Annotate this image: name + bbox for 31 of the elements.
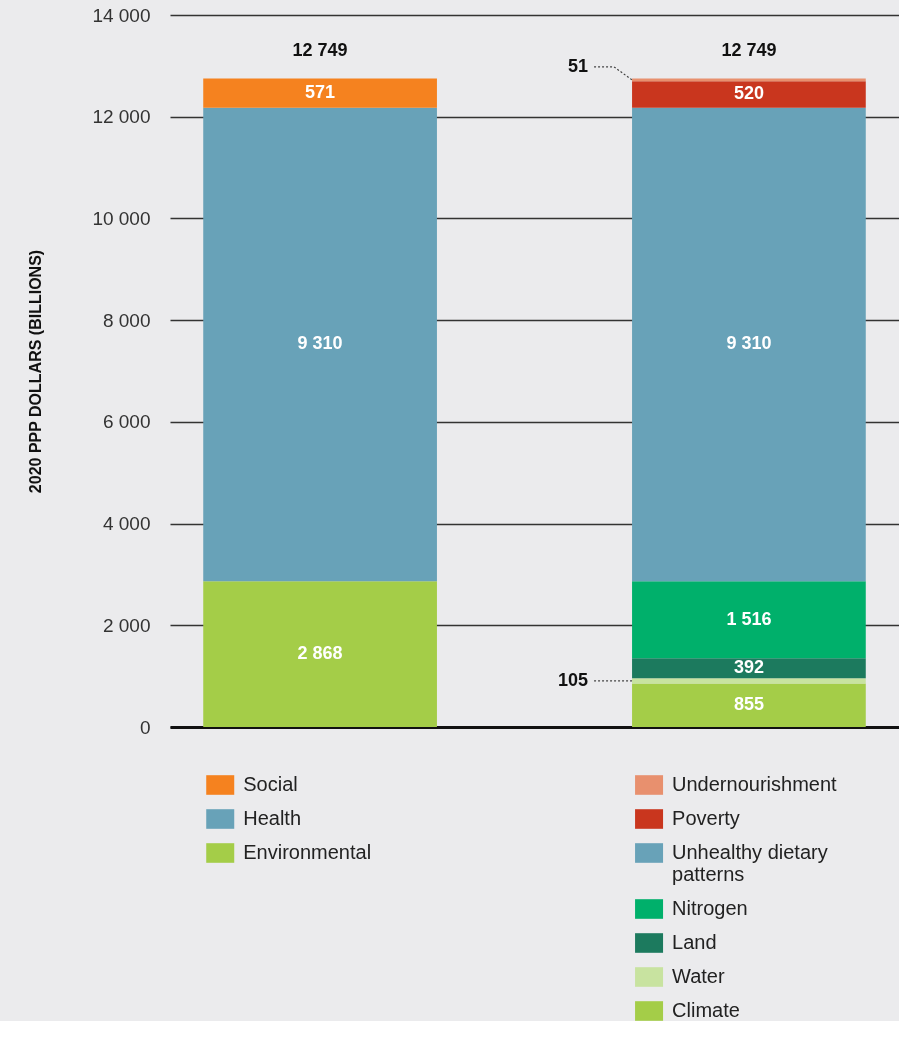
y-tick-label: 10 000 xyxy=(92,207,151,229)
legend-label: Environmental xyxy=(243,841,372,863)
data-label: 855 xyxy=(733,694,764,715)
y-tick-label: 0 xyxy=(139,716,151,738)
y-tick-label: 4 000 xyxy=(102,513,151,535)
data-label: 9 310 xyxy=(726,333,772,354)
total-label: 12 749 xyxy=(721,39,777,60)
legend-label: Climate xyxy=(672,999,740,1021)
legend-label: Land xyxy=(672,931,717,953)
y-tick-label: 2 000 xyxy=(102,614,151,636)
data-label: 1 516 xyxy=(726,608,772,629)
data-label: 2 868 xyxy=(297,643,343,664)
legend-label: Undernourishment xyxy=(672,773,838,795)
y-tick-label: 12 000 xyxy=(92,106,151,128)
legend-label: Water xyxy=(672,965,725,987)
y-axis-title: 2020 PPP DOLLARS (BILLIONS) xyxy=(27,249,45,494)
data-label: 9 310 xyxy=(297,333,343,354)
legend-label: Social xyxy=(243,773,298,795)
data-label: 392 xyxy=(733,657,764,678)
legend-label: Health xyxy=(243,807,302,829)
data-label: 571 xyxy=(305,82,336,103)
data-label: 105 xyxy=(558,669,589,690)
legend-label: Poverty xyxy=(672,807,740,829)
y-tick-label: 6 000 xyxy=(102,411,151,433)
data-label: 520 xyxy=(733,83,764,104)
total-label: 12 749 xyxy=(292,39,348,60)
data-label: 51 xyxy=(568,55,589,76)
y-tick-label: 8 000 xyxy=(102,309,151,331)
y-tick-label: 14 000 xyxy=(92,4,151,26)
legend-label: Unhealthy dietary patterns xyxy=(672,841,828,885)
legend-label: Nitrogen xyxy=(672,897,748,919)
